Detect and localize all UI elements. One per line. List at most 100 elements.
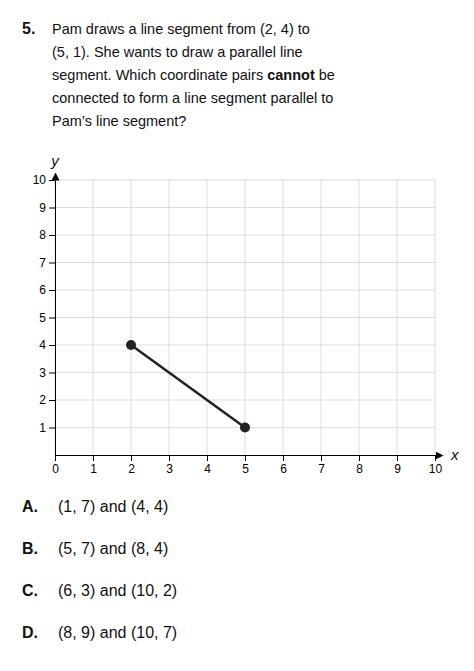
y-axis-label: y (50, 152, 60, 169)
y-tick: 6 (39, 283, 55, 297)
y-tick-label: 4 (39, 338, 46, 352)
x-tick: 6 (280, 455, 287, 476)
x-tick: 9 (394, 455, 401, 476)
y-tick-mark (49, 208, 55, 209)
x-tick-mark (283, 455, 284, 461)
x-tick-label: 1 (90, 462, 97, 476)
question-text: segment. Which coordinate pairs (52, 67, 267, 83)
grid-line-y (55, 345, 435, 346)
x-tick-label: 8 (356, 462, 363, 476)
y-tick-label: 6 (39, 283, 46, 297)
marks (126, 340, 250, 433)
question-text: Pam’s line segment? (52, 113, 186, 129)
y-tick-mark (49, 290, 55, 291)
x-tick: 8 (356, 455, 363, 476)
x-tick-mark (245, 455, 246, 461)
answer-text: (1, 7) and (4, 4) (58, 498, 168, 515)
y-tick: 4 (39, 338, 55, 352)
x-tick-label: 2 (128, 462, 135, 476)
x-tick: 0 (52, 455, 59, 476)
y-tick-mark (49, 318, 55, 319)
x-tick-label: 3 (166, 462, 173, 476)
question-text: cannot (267, 67, 315, 83)
question-text: connected to form a line segment paralle… (52, 90, 333, 106)
question-line: connected to form a line segment paralle… (52, 90, 333, 106)
grid-line-y (55, 262, 435, 263)
x-tick-mark (131, 455, 132, 461)
x-axis-label: x (450, 446, 459, 463)
x-tick: 10 (429, 455, 443, 476)
x-tick-mark (55, 455, 56, 461)
endpoint (126, 340, 136, 350)
y-axis-line (55, 181, 56, 456)
x-tick: 1 (90, 455, 97, 476)
y-tick: 1 (39, 421, 55, 435)
x-tick-mark (207, 455, 208, 461)
y-tick: 8 (39, 228, 55, 242)
y-tick: 3 (39, 366, 55, 380)
y-tick-mark (49, 235, 55, 236)
x-tick-mark (321, 455, 322, 461)
grid-line-y (55, 372, 435, 373)
question-number: 5. (22, 20, 35, 37)
answer-text: (8, 9) and (10, 7) (58, 624, 177, 641)
answer-text: (6, 3) and (10, 2) (58, 582, 177, 599)
grid-line-y (55, 317, 435, 318)
y-tick-label: 8 (39, 228, 46, 242)
x-tick-label: 7 (318, 462, 325, 476)
y-tick-label: 5 (39, 311, 46, 325)
grid (55, 180, 435, 455)
y-tick-label: 1 (39, 421, 46, 435)
x-tick-label: 5 (242, 462, 249, 476)
x-tick-label: 6 (280, 462, 287, 476)
x-tick-mark (93, 455, 94, 461)
y-axis: 1 2 3 4 5 6 7 8 9 10 (33, 173, 56, 455)
y-tick: 5 (39, 311, 55, 325)
y-tick: 10 (33, 173, 55, 187)
grid-line-y (55, 290, 435, 291)
y-tick-label: 10 (33, 173, 47, 187)
answer-label: B. (22, 540, 38, 557)
line-segment (131, 345, 245, 428)
y-tick-mark (49, 373, 55, 374)
x-tick-label: 4 (204, 462, 211, 476)
x-tick: 5 (242, 455, 249, 476)
y-tick-mark (49, 400, 55, 401)
question-text: be (315, 67, 335, 83)
grid-line-y (55, 235, 435, 236)
x-tick-label: 10 (429, 462, 443, 476)
y-tick: 7 (39, 256, 55, 270)
y-tick-label: 9 (39, 201, 46, 215)
answer-label: A. (22, 498, 38, 515)
question-line: Pam draws a line segment from (2, 4) to (52, 21, 310, 37)
chart: 5. Pam draws a line segment from (2, 4) t… (0, 0, 474, 671)
x-tick: 2 (128, 455, 135, 476)
question-line: Pam’s line segment? (52, 113, 186, 129)
x-tick-label: 9 (394, 462, 401, 476)
x-tick-mark (435, 455, 436, 461)
answer-label: C. (22, 582, 38, 599)
x-tick-label: 0 (52, 462, 59, 476)
x-tick-mark (169, 455, 170, 461)
endpoint (240, 423, 250, 433)
plot: 0 1 2 3 4 5 6 7 8 9 10 1 2 3 4 5 6 7 8 9 10 x y (33, 152, 459, 476)
x-tick-mark (359, 455, 360, 461)
y-tick-label: 7 (39, 256, 46, 270)
question-text: Pam draws a line segment from (2, 4) to (52, 21, 310, 37)
answer-text: (5, 7) and (8, 4) (58, 540, 168, 557)
question-line: segment. Which coordinate pairs cannot b… (52, 67, 335, 83)
x-axis: 0 1 2 3 4 5 6 7 8 9 10 (52, 455, 442, 476)
grid-line-y (55, 400, 435, 401)
question-line: (5, 1). She wants to draw a parallel lin… (52, 44, 303, 60)
y-tick-mark (49, 428, 55, 429)
y-tick-label: 3 (39, 366, 46, 380)
question-text: (5, 1). She wants to draw a parallel lin… (52, 44, 303, 60)
y-tick: 2 (39, 393, 55, 407)
x-tick: 7 (318, 455, 325, 476)
x-tick: 4 (204, 455, 211, 476)
y-tick-mark (49, 345, 55, 346)
grid-line-y (55, 180, 435, 181)
y-tick-label: 2 (39, 393, 46, 407)
y-tick-mark (49, 180, 55, 181)
y-tick: 9 (39, 201, 55, 215)
